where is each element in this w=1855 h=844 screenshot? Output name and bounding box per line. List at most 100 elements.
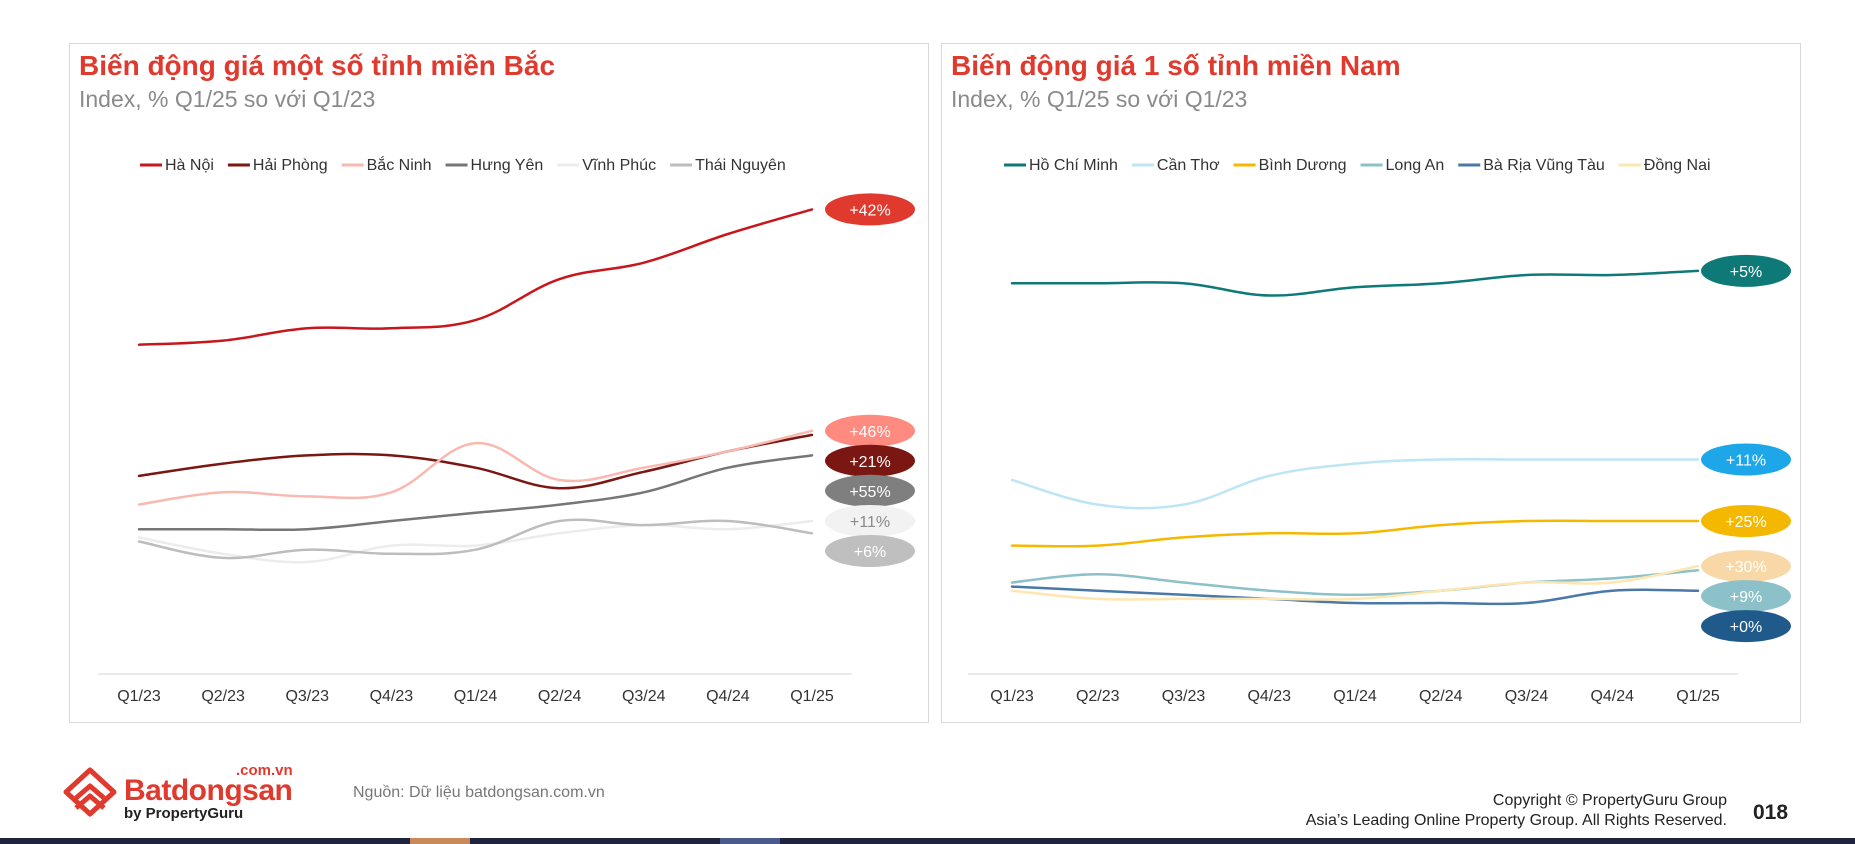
- end-label-text: +5%: [1730, 264, 1762, 281]
- legend: Hồ Chí Minh Cần Thơ Bình Dương Long An Bà Rị…: [1004, 157, 1711, 174]
- legend-item[interactable]: Hồ Chí Minh: [1004, 157, 1118, 174]
- end-label-text: +0%: [1730, 619, 1762, 636]
- end-label-pill: [825, 414, 915, 447]
- batdongsan-logo[interactable]: .com.vn Batdongsan by PropertyGuru: [62, 762, 302, 822]
- legend-item[interactable]: Long An: [1360, 157, 1445, 174]
- series-Hà Nội: [137, 208, 814, 346]
- chart-subtitle: Index, % Q1/25 so với Q1/23: [79, 86, 376, 112]
- series-Thái Nguyên: [137, 518, 814, 560]
- end-label-pill: [1701, 550, 1791, 583]
- house-logo-icon: [63, 767, 117, 817]
- end-label: +25%: [1701, 505, 1791, 537]
- x-tick-label: Q1/23: [117, 688, 161, 705]
- series-Vĩnh Phúc: [137, 519, 814, 564]
- x-tick-label: Q3/24: [1505, 688, 1549, 705]
- end-label-text: +9%: [1730, 589, 1762, 606]
- legend-label: Đồng Nai: [1644, 157, 1711, 174]
- end-label-text: +55%: [849, 484, 890, 501]
- series-Cần Thơ: [1010, 457, 1700, 510]
- x-tick-label: Q4/24: [1590, 688, 1634, 705]
- legend-label: Hồ Chí Minh: [1029, 157, 1118, 174]
- legend-item[interactable]: Bà Rịa Vũng Tàu: [1458, 157, 1605, 174]
- end-label: +6%: [825, 535, 915, 567]
- series-line: [1010, 519, 1700, 548]
- chart-title: Biến động giá 1 số tỉnh miền Nam: [951, 50, 1401, 81]
- x-tick-label: Q1/24: [1333, 688, 1377, 705]
- x-tick-label: Q1/23: [990, 688, 1034, 705]
- copyright-line-1: Copyright © PropertyGuru Group: [1492, 792, 1727, 809]
- chart-title: Biến động giá một số tỉnh miền Bắc: [79, 50, 556, 81]
- logo-domain: .com.vn: [236, 762, 293, 779]
- end-label-pill: [825, 535, 915, 567]
- line-chart-south: Q1/23 Q2/23 Q3/23 Q4/23 Q1/24 Q2/24 Q3/24 Q4/24…: [968, 157, 1791, 705]
- legend-label: Bà Rịa Vũng Tàu: [1483, 157, 1605, 174]
- legend-item[interactable]: Vĩnh Phúc: [557, 157, 656, 174]
- end-label-pill: [1701, 580, 1791, 613]
- legend-label: Hưng Yên: [471, 157, 544, 174]
- x-tick-label: Q1/25: [790, 688, 834, 705]
- end-label: +9%: [1701, 580, 1791, 613]
- legend-item[interactable]: Bình Dương: [1233, 157, 1347, 174]
- logo-brand: Batdongsan: [124, 774, 293, 807]
- legend-item[interactable]: Hải Phòng: [227, 157, 328, 174]
- bottom-bar: [0, 838, 1855, 844]
- end-label: +30%: [1701, 550, 1791, 583]
- x-tick-label: Q3/23: [1162, 688, 1206, 705]
- legend-item[interactable]: Bắc Ninh: [341, 155, 432, 174]
- legend: Hà Nội Hải Phòng Bắc Ninh Hưng Yên Vĩnh Phúc…: [140, 155, 786, 174]
- series-Đồng Nai: [1010, 564, 1700, 601]
- legend-item[interactable]: Hưng Yên: [445, 157, 544, 174]
- x-tick-label: Q2/23: [201, 688, 245, 705]
- logo-byline: by PropertyGuru: [124, 805, 244, 822]
- legend-item[interactable]: Thái Nguyên: [670, 157, 786, 174]
- end-label-pill: [1701, 254, 1791, 287]
- series-Bắc Ninh: [137, 429, 814, 506]
- copyright-line-2: Asia’s Leading Online Property Group. Al…: [1305, 812, 1727, 829]
- series-Hưng Yên: [137, 454, 814, 532]
- chart-panel-north: Biến động giá một số tỉnh miền Bắc Index…: [69, 43, 929, 723]
- end-label-text: +25%: [1725, 514, 1766, 531]
- end-label-pill: [1701, 610, 1791, 643]
- x-tick-label: Q3/24: [622, 688, 666, 705]
- x-tick-label: Q2/24: [538, 688, 582, 705]
- end-label-text: +21%: [849, 454, 890, 471]
- line-chart-north: Q1/23 Q2/23 Q3/23 Q4/23 Q1/24 Q2/24 Q3/24 Q4/24…: [98, 155, 915, 705]
- end-label: +0%: [1701, 610, 1791, 643]
- page-number: 018: [1753, 801, 1789, 824]
- end-label: +5%: [1701, 254, 1791, 287]
- end-label-pill: [825, 505, 915, 537]
- legend-label: Vĩnh Phúc: [582, 157, 656, 174]
- end-label-pill: [825, 193, 915, 226]
- end-label-pill: [825, 474, 915, 507]
- end-label-text: +46%: [849, 424, 890, 441]
- legend-label: Thái Nguyên: [695, 157, 786, 174]
- legend-item[interactable]: Cần Thơ: [1131, 157, 1220, 174]
- legend-item[interactable]: Đồng Nai: [1618, 157, 1711, 174]
- legend-label: Hải Phòng: [253, 157, 328, 174]
- x-tick-label: Q2/23: [1076, 688, 1120, 705]
- copyright: Copyright © PropertyGuru Group Asia’s Le…: [1306, 791, 1727, 831]
- end-label: +46%: [825, 414, 915, 447]
- end-label: +42%: [825, 193, 915, 226]
- end-label-text: +6%: [854, 544, 886, 561]
- series-line: [1010, 269, 1700, 297]
- source-note: Nguồn: Dữ liệu batdongsan.com.vn: [353, 784, 605, 801]
- legend-item[interactable]: Hà Nội: [140, 157, 214, 174]
- end-label: +55%: [825, 474, 915, 507]
- end-label-text: +11%: [850, 514, 890, 531]
- series-Hồ Chí Minh: [1010, 269, 1700, 297]
- series-line: [137, 518, 814, 560]
- x-tick-label: Q3/23: [285, 688, 329, 705]
- x-tick-label: Q1/24: [454, 688, 498, 705]
- end-label-text: +30%: [1725, 559, 1766, 576]
- legend-label: Hà Nội: [165, 157, 214, 174]
- series-line: [137, 208, 814, 346]
- legend-label: Bình Dương: [1259, 157, 1347, 174]
- end-label: +11%: [825, 505, 915, 537]
- legend-label: Bắc Ninh: [367, 155, 432, 174]
- x-tick-label: Q4/23: [1247, 688, 1291, 705]
- bottom-bar-segment: [410, 838, 470, 844]
- series-line: [137, 519, 814, 564]
- end-label: +11%: [1701, 443, 1791, 476]
- bottom-bar-segment: [720, 838, 780, 844]
